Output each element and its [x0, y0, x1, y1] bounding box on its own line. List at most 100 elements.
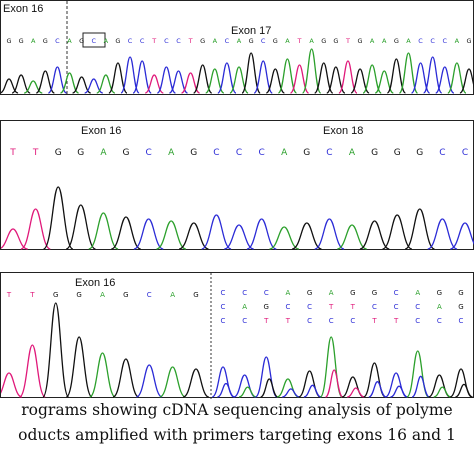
- chromatogram-c-plot: T T G G A G C A G C C C A G A G G C A G GC A G C C T T C C C A GC C T T C C C…: [1, 273, 473, 399]
- base-call-c-right: C: [285, 303, 290, 311]
- base-call-a: G: [6, 37, 11, 45]
- base-call-a: A: [213, 37, 218, 45]
- trace-peak-b: [224, 224, 254, 250]
- trace-peak-a: [1, 78, 19, 94]
- trace-peak-c: [238, 386, 257, 398]
- base-call-a: C: [176, 37, 181, 45]
- base-call-c-right: T: [371, 317, 377, 325]
- trace-peak-b: [42, 186, 74, 250]
- base-call-a: C: [140, 37, 145, 45]
- trace-peak-b: [201, 214, 232, 250]
- trace-peak-a: [47, 66, 67, 94]
- base-call-c-right: C: [394, 303, 399, 311]
- base-call-a: C: [225, 37, 230, 45]
- trace-peak-a: [314, 62, 334, 94]
- trace-peak-a: [447, 62, 467, 94]
- base-call-a: T: [297, 37, 302, 45]
- trace-peak-a: [120, 56, 140, 94]
- base-call-a: C: [443, 37, 448, 45]
- base-call-b: C: [145, 148, 151, 158]
- trace-peak-b: [359, 220, 390, 250]
- base-call-a: A: [31, 37, 36, 45]
- trace-peak-a: [338, 60, 358, 94]
- base-call-c-right: G: [372, 289, 377, 297]
- trace-peak-c: [282, 388, 300, 398]
- trace-peak-a: [241, 52, 261, 94]
- trace-peak-a: [398, 52, 419, 94]
- base-call-a: C: [128, 37, 133, 45]
- base-call-c-left: C: [147, 291, 152, 299]
- base-call-b: A: [100, 148, 107, 158]
- base-call-a: C: [164, 37, 169, 45]
- trace-peak-a: [156, 66, 176, 94]
- trace-peak-c: [1, 372, 23, 398]
- trace-peak-c: [159, 366, 186, 398]
- base-call-c-left: A: [100, 291, 105, 299]
- base-call-c-right: G: [350, 289, 355, 297]
- trace-peak-b: [404, 208, 435, 250]
- trace-peak-c: [18, 344, 46, 398]
- base-call-b: C: [462, 148, 468, 158]
- trace-peak-c: [42, 302, 70, 398]
- base-call-c-right: C: [307, 317, 312, 325]
- base-call-c-right: C: [350, 317, 355, 325]
- trace-peak-a: [11, 74, 31, 94]
- base-call-c-left: T: [29, 291, 35, 299]
- base-call-a: A: [455, 37, 460, 45]
- base-call-b: A: [349, 148, 356, 158]
- base-call-c-right: T: [350, 303, 356, 311]
- base-call-b: G: [371, 148, 378, 158]
- trace-peak-a: [84, 78, 104, 94]
- base-call-c-right: C: [242, 289, 247, 297]
- trace-peak-a: [422, 56, 443, 94]
- base-call-b: G: [303, 148, 310, 158]
- trace-peak-b: [178, 222, 209, 250]
- base-call-c-left: T: [6, 291, 12, 299]
- base-call-a: G: [466, 37, 471, 45]
- exon-label-18: Exon 18: [323, 125, 364, 137]
- trace-peak-a: [96, 74, 116, 94]
- figure-caption: rograms showing cDNA sequencing analysis…: [0, 398, 474, 448]
- trace-peak-a: [229, 66, 249, 94]
- trace-peak-c: [455, 383, 473, 398]
- base-call-a: A: [237, 37, 242, 45]
- exon-label-16: Exon 16: [3, 3, 44, 15]
- trace-peak-c: [112, 358, 140, 398]
- base-call-a: G: [115, 37, 120, 45]
- base-call-c-right: C: [221, 289, 226, 297]
- trace-peak-b: [156, 220, 187, 250]
- base-call-c-right: C: [372, 303, 377, 311]
- base-call-a: A: [370, 37, 375, 45]
- base-call-b: C: [258, 148, 264, 158]
- trace-peak-a: [132, 60, 152, 94]
- trace-peak-c: [65, 336, 93, 398]
- base-call-b: G: [416, 148, 423, 158]
- trace-peak-b: [88, 212, 119, 250]
- base-call-c-right: C: [329, 317, 334, 325]
- trace-peak-b: [450, 222, 474, 250]
- trace-peak-a: [301, 48, 322, 94]
- base-call-b: G: [394, 148, 401, 158]
- base-call-a: C: [418, 37, 423, 45]
- trace-peak-c: [260, 378, 279, 398]
- base-call-c-right: C: [459, 317, 464, 325]
- base-call-c-right: G: [264, 303, 269, 311]
- trace-peak-b: [314, 218, 345, 250]
- base-call-c-left: G: [193, 291, 198, 299]
- base-call-c-right: C: [415, 317, 420, 325]
- base-call-c-right: C: [307, 303, 312, 311]
- base-call-c-right: G: [458, 289, 463, 297]
- trace-peak-a: [181, 72, 200, 94]
- base-call-b: G: [190, 148, 197, 158]
- base-call-c-right: A: [415, 289, 420, 297]
- trace-peak-c: [303, 384, 322, 398]
- base-call-a: A: [67, 37, 72, 45]
- base-call-a: A: [406, 37, 411, 45]
- caption-line-1: rograms showing cDNA sequencing analysis…: [21, 401, 453, 419]
- trace-peak-c: [411, 375, 430, 398]
- trace-peak-b: [382, 214, 413, 250]
- base-call-b: A: [168, 148, 175, 158]
- exon-label-17: Exon 17: [231, 25, 272, 37]
- base-call-c-right: C: [415, 303, 420, 311]
